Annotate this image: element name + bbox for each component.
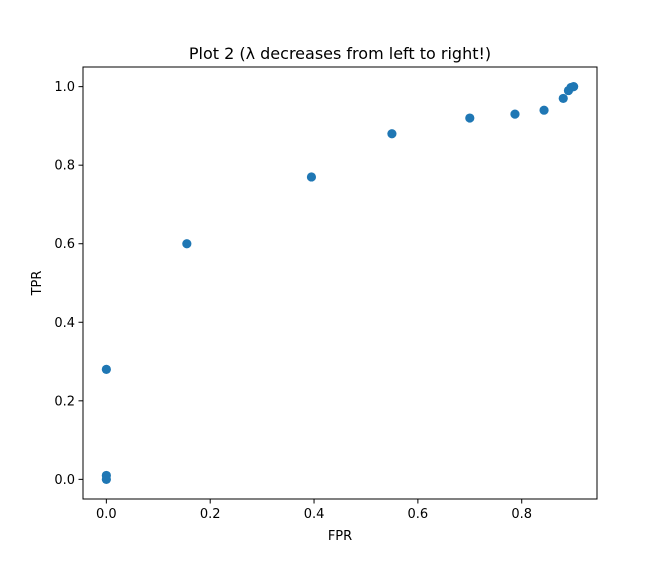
- x-axis-label: FPR: [328, 529, 352, 544]
- y-axis-ticks: 0.0 0.2 0.4 0.6 0.8 1.0: [54, 80, 83, 488]
- y-tick-label: 0.0: [54, 473, 75, 488]
- data-point: [101, 470, 111, 481]
- y-axis-label: TPR: [30, 271, 45, 297]
- points-layer: [101, 82, 579, 484]
- x-axis-ticks: 0.0 0.2 0.4 0.6 0.8: [96, 499, 532, 522]
- data-point: [101, 364, 111, 374]
- x-tick-label: 0.4: [304, 507, 325, 522]
- x-tick-label: 0.8: [511, 507, 532, 522]
- data-point: [510, 109, 520, 119]
- chart-title: Plot 2 (λ decreases from left to right!): [189, 44, 491, 63]
- plot-area-frame: [82, 66, 598, 500]
- data-point: [182, 239, 192, 249]
- y-tick-label: 0.4: [54, 316, 75, 331]
- y-tick-label: 0.2: [54, 394, 75, 409]
- data-point: [539, 105, 549, 115]
- y-tick-label: 0.8: [54, 159, 75, 174]
- data-point: [306, 172, 317, 182]
- x-tick-label: 0.0: [96, 507, 117, 522]
- data-point: [569, 82, 579, 92]
- x-tick-label: 0.2: [200, 507, 221, 522]
- data-point: [558, 93, 568, 104]
- y-tick-label: 1.0: [54, 80, 75, 95]
- data-point: [465, 113, 475, 123]
- y-tick-label: 0.6: [54, 237, 75, 252]
- data-point: [387, 129, 397, 139]
- x-tick-label: 0.6: [408, 507, 429, 522]
